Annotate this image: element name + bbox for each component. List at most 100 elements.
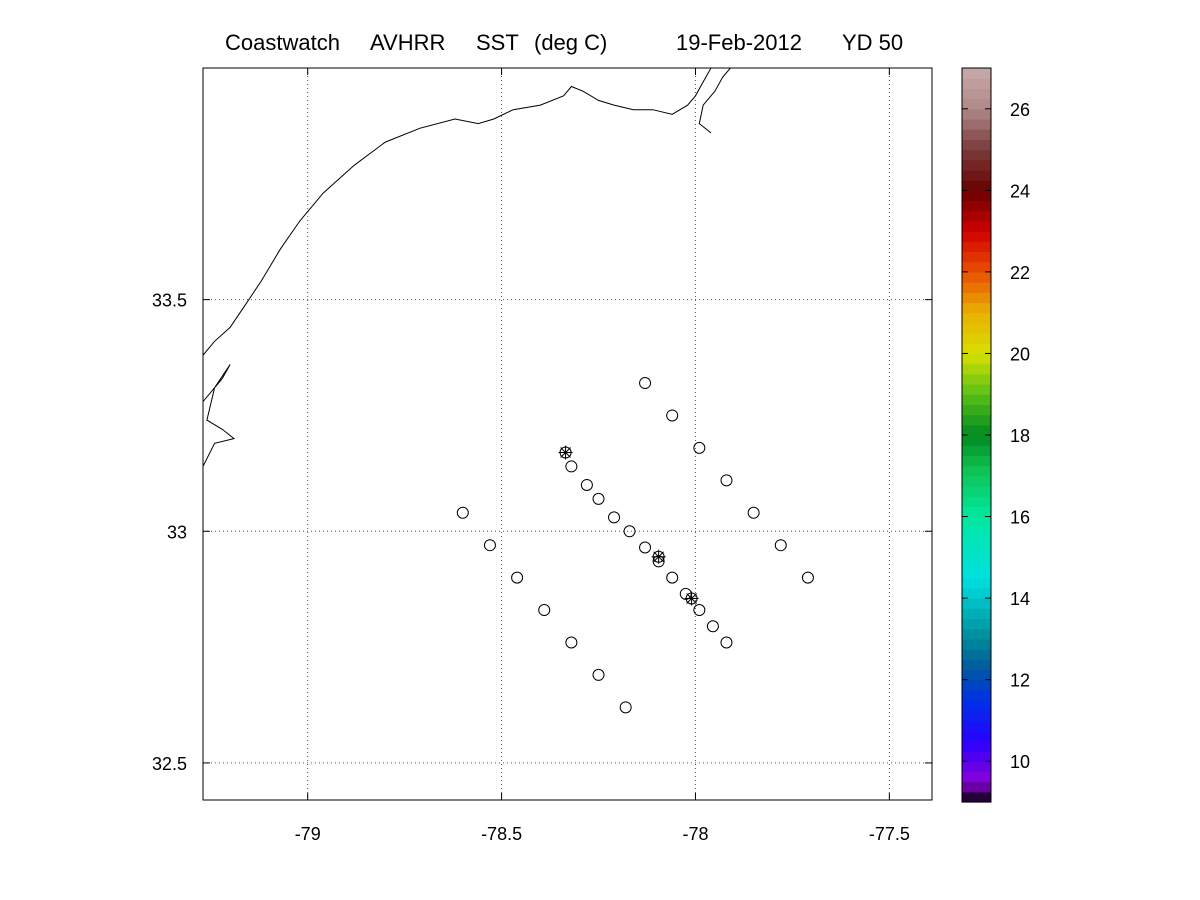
colorbar-step xyxy=(962,455,991,467)
colorbar: 10 12 14 16 18 20 22 24 26 xyxy=(961,67,1030,803)
sst-patch xyxy=(912,295,932,328)
asterisk-stroke xyxy=(560,447,571,458)
colorbar-step xyxy=(962,149,991,161)
colorbar-ticks: 10 12 14 16 18 20 22 24 26 xyxy=(962,100,1030,772)
title-source: Coastwatch xyxy=(225,30,340,55)
map-ticks: -79 -78.5 -78 -77.5 33.5 33 32.5 xyxy=(152,68,932,844)
station-asterisk xyxy=(684,591,699,606)
colorbar-step xyxy=(962,761,991,773)
colorbar-step xyxy=(962,333,991,344)
colorbar-step xyxy=(962,200,991,212)
colorbar-step xyxy=(962,302,991,314)
colorbar-step xyxy=(962,139,991,151)
colorbar-step xyxy=(962,159,991,171)
station-circle xyxy=(608,511,621,524)
colorbar-step xyxy=(962,506,991,518)
asterisk-stroke xyxy=(653,551,664,563)
colorbar-step xyxy=(962,465,991,477)
colorbar-tick-label: 18 xyxy=(1010,426,1030,446)
cloud-gap xyxy=(451,684,521,712)
colorbar-step xyxy=(962,516,991,528)
colorbar-step xyxy=(962,669,991,681)
station-circle xyxy=(619,701,632,714)
colorbar-tick-label: 20 xyxy=(1010,344,1030,364)
title-product: SST xyxy=(476,30,519,55)
colorbar-step xyxy=(962,791,991,803)
colorbar-step xyxy=(962,689,991,701)
colorbar-step xyxy=(962,485,991,497)
title-units: (deg C) xyxy=(534,30,607,55)
colorbar-step xyxy=(962,628,991,640)
station-circle xyxy=(511,571,524,584)
station-circle xyxy=(693,604,706,617)
colorbar-step xyxy=(962,312,991,324)
colorbar-tick-label: 16 xyxy=(1010,508,1030,528)
colorbar-step xyxy=(962,679,991,691)
station-circle xyxy=(580,478,593,491)
colorbar-step xyxy=(962,781,991,793)
colorbar-step xyxy=(962,231,991,242)
coastline-segment xyxy=(203,68,712,356)
station-circle xyxy=(706,620,719,633)
colorbar-step xyxy=(962,567,991,579)
colorbar-step xyxy=(962,526,991,538)
colorbar-step xyxy=(962,108,991,120)
title-date: 19-Feb-2012 xyxy=(676,30,802,55)
colorbar-step xyxy=(962,557,991,569)
colorbar-step xyxy=(962,118,991,130)
cloud-gap xyxy=(431,786,494,800)
title-sensor: AVHRR xyxy=(370,30,445,55)
colorbar-step xyxy=(962,394,991,406)
colorbar-step xyxy=(962,649,991,660)
sst-patch xyxy=(866,596,932,671)
map-panel: -79 -78.5 -78 -77.5 33.5 33 32.5 xyxy=(152,67,933,844)
colorbar-step xyxy=(962,343,991,355)
colorbar-step xyxy=(962,282,991,293)
cloud-gap xyxy=(517,762,568,791)
colorbar-step xyxy=(962,608,991,620)
colorbar-step xyxy=(962,98,991,110)
colorbar-step xyxy=(962,292,991,304)
stations xyxy=(456,377,814,714)
colorbar-step xyxy=(962,190,991,202)
station-circle xyxy=(623,525,636,538)
cloud-gap xyxy=(804,753,843,782)
colorbar-tick-label: 22 xyxy=(1010,263,1030,283)
map-frame xyxy=(202,67,933,801)
cloud-gap xyxy=(222,707,316,740)
x-tick-label: -78 xyxy=(682,824,708,844)
colorbar-step xyxy=(962,496,991,507)
sst-patch xyxy=(664,628,773,703)
colorbar-step xyxy=(962,720,991,732)
map-title: Coastwatch AVHRR SST (deg C) 19-Feb-2012… xyxy=(225,30,903,55)
colorbar-step xyxy=(962,536,991,548)
colorbar-tick-label: 24 xyxy=(1010,181,1030,201)
colorbar-step xyxy=(962,404,991,416)
colorbar-tick-label: 12 xyxy=(1010,671,1030,691)
colorbar-step xyxy=(962,771,991,783)
colorbar-step xyxy=(962,88,991,100)
colorbar-step xyxy=(962,363,991,375)
colorbar-step xyxy=(962,414,991,426)
cloud-gap xyxy=(734,707,801,740)
colorbar-step xyxy=(962,373,991,385)
colorbar-step xyxy=(962,598,991,609)
station-circle xyxy=(720,474,733,487)
colorbar-tick-label: 14 xyxy=(1010,589,1030,609)
station-circle xyxy=(538,604,551,617)
x-tick-label: -78.5 xyxy=(481,824,522,844)
station-circle xyxy=(747,506,760,519)
x-tick-label: -79 xyxy=(295,824,321,844)
station-circle xyxy=(720,636,733,649)
colorbar-step xyxy=(962,700,991,711)
station-circle xyxy=(666,571,679,584)
colorbar-step xyxy=(962,445,991,456)
colorbar-step xyxy=(962,261,991,273)
station-circle xyxy=(774,539,787,552)
station-circle xyxy=(693,441,706,454)
colorbar-step xyxy=(962,587,991,599)
colorbar-step xyxy=(962,68,991,79)
sst-patch xyxy=(501,702,576,736)
cloud-gap xyxy=(804,656,890,699)
asterisk-stroke xyxy=(686,593,697,604)
